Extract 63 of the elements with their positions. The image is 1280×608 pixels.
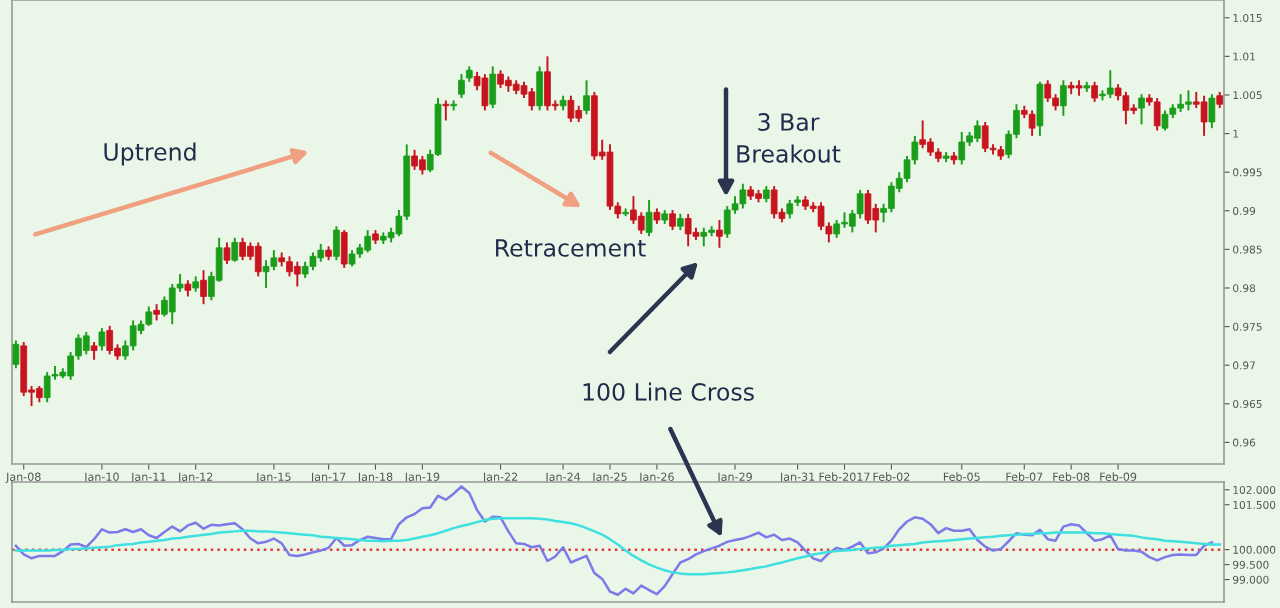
candlestick xyxy=(223,241,231,266)
candlestick xyxy=(1153,97,1161,132)
candlestick xyxy=(700,226,708,248)
candlestick xyxy=(489,65,497,110)
candlestick xyxy=(637,211,645,235)
candlestick xyxy=(669,209,676,232)
candlestick xyxy=(981,121,989,154)
candlestick xyxy=(231,236,239,263)
candlestick xyxy=(536,65,543,112)
candlestick xyxy=(1200,94,1208,137)
candlestick xyxy=(20,341,28,398)
candlestick xyxy=(239,236,246,262)
candlestick xyxy=(286,255,293,278)
candlestick xyxy=(1060,79,1067,117)
candlestick xyxy=(770,185,778,220)
candlestick xyxy=(1091,80,1098,103)
candlestick xyxy=(583,79,590,116)
candlestick xyxy=(411,148,418,171)
candlestick xyxy=(684,212,692,248)
candlestick xyxy=(974,119,981,144)
candlestick xyxy=(645,198,653,238)
candlestick xyxy=(528,87,536,112)
candlestick xyxy=(442,99,450,122)
candlestick xyxy=(340,229,348,269)
candlestick xyxy=(145,305,153,327)
candlestick xyxy=(1028,109,1036,137)
candlestick xyxy=(129,319,137,352)
candlestick xyxy=(567,94,575,123)
candlestick xyxy=(1161,109,1169,132)
candlestick xyxy=(1138,93,1145,126)
candlestick xyxy=(254,241,262,278)
candlestick xyxy=(739,182,747,210)
candlestick xyxy=(1122,90,1130,126)
candlestick xyxy=(200,269,207,306)
annotation: Uptrend xyxy=(104,142,196,166)
candlestick xyxy=(919,119,927,150)
candlestick xyxy=(419,154,426,176)
candlestick xyxy=(958,131,966,166)
candlestick xyxy=(481,73,489,112)
line-series xyxy=(14,516,1221,576)
candlestick xyxy=(716,219,723,249)
candlestick xyxy=(293,260,301,288)
candlestick xyxy=(1036,80,1044,137)
candlestick xyxy=(786,198,794,220)
candlestick xyxy=(458,73,465,100)
candlestick xyxy=(106,324,114,356)
candlestick xyxy=(98,327,106,352)
candlestick xyxy=(333,225,340,262)
candlestick xyxy=(43,371,51,404)
candlestick xyxy=(1106,69,1114,100)
candlestick xyxy=(544,55,551,112)
candlestick xyxy=(1044,79,1052,103)
candlestick xyxy=(864,188,872,225)
candlestick xyxy=(12,339,20,370)
candlestick xyxy=(1185,89,1192,112)
annotation: 100 Line Cross xyxy=(583,382,754,401)
candlestick xyxy=(82,331,90,356)
candlestick xyxy=(1208,93,1216,130)
annotation: Retracement xyxy=(496,239,646,257)
candlestick xyxy=(364,229,372,254)
annotation: 3 Bar Breakout xyxy=(737,113,841,163)
line-series xyxy=(14,485,1214,597)
candlestick xyxy=(856,188,864,220)
